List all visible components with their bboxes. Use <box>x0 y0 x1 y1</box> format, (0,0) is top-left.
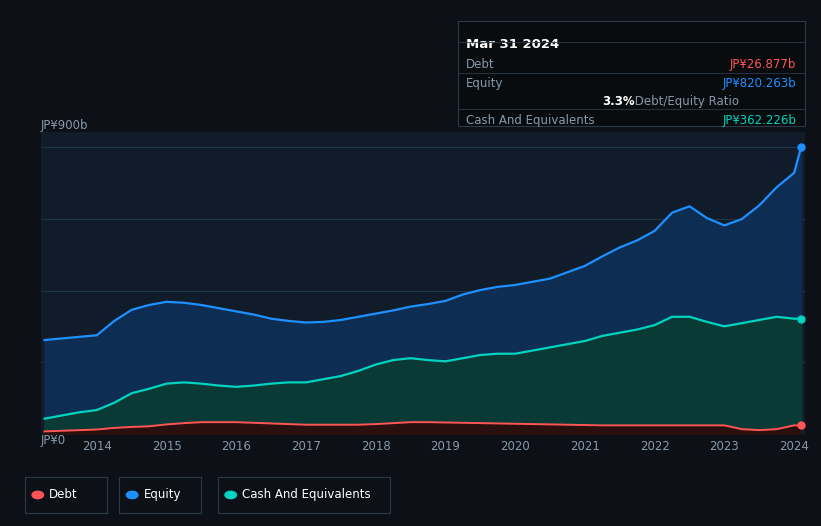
Text: Cash And Equivalents: Cash And Equivalents <box>242 489 371 501</box>
Text: Debt: Debt <box>49 489 78 501</box>
Text: JP¥0: JP¥0 <box>41 434 67 447</box>
Text: Equity: Equity <box>466 77 504 90</box>
Text: JP¥900b: JP¥900b <box>41 118 89 132</box>
Text: JP¥820.263b: JP¥820.263b <box>722 77 796 90</box>
Text: Debt: Debt <box>466 58 495 71</box>
Text: JP¥362.226b: JP¥362.226b <box>722 114 796 127</box>
Text: Mar 31 2024: Mar 31 2024 <box>466 38 560 51</box>
Text: JP¥26.877b: JP¥26.877b <box>730 58 796 71</box>
Text: Cash And Equivalents: Cash And Equivalents <box>466 114 595 127</box>
Text: 3.3%: 3.3% <box>602 95 635 108</box>
Text: Debt/Equity Ratio: Debt/Equity Ratio <box>631 95 739 108</box>
Text: Equity: Equity <box>144 489 181 501</box>
